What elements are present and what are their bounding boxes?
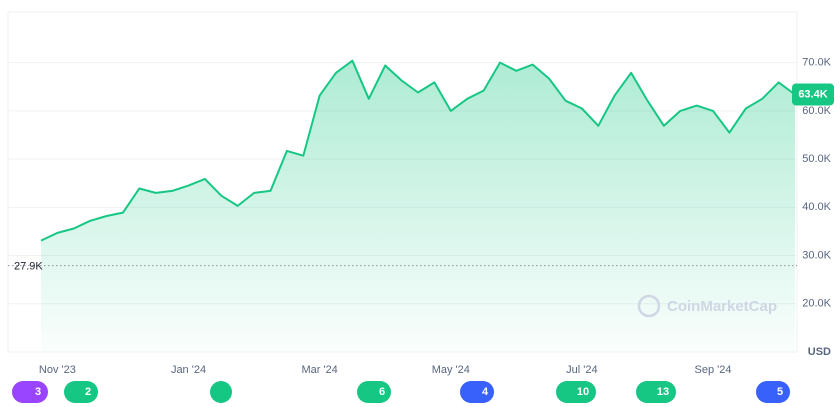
events: 3 2 6 4 10 13 5 — [12, 381, 790, 403]
x-tick-label: Nov '23 — [39, 364, 76, 376]
y-tick-label: 40.0K — [802, 201, 831, 213]
event-badge[interactable] — [64, 381, 98, 403]
price-area — [41, 60, 795, 352]
plot: 27.9K 63.4K — [8, 59, 834, 352]
y-tick-label: 30.0K — [802, 249, 831, 261]
y-tick-label: 70.0K — [802, 57, 831, 69]
watermark: CoinMarketCap — [637, 294, 777, 318]
event-badge[interactable] — [12, 381, 48, 403]
event-badge[interactable] — [460, 381, 494, 403]
event-count: 10 — [577, 386, 589, 398]
y-tick-label: 20.0K — [802, 298, 831, 310]
event-count: 13 — [657, 386, 669, 398]
watermark-text: CoinMarketCap — [667, 298, 777, 315]
watermark-logo — [637, 294, 661, 318]
currency-label: USD — [808, 346, 831, 358]
x-tick-label: Jan '24 — [171, 364, 206, 376]
event-badge[interactable] — [210, 381, 232, 403]
event-badge[interactable] — [636, 381, 676, 403]
event-badge[interactable] — [357, 381, 391, 403]
event-count: 6 — [379, 386, 385, 398]
event-count: 4 — [482, 386, 489, 398]
x-tick-label: Mar '24 — [301, 364, 337, 376]
current-price-pill — [792, 83, 834, 106]
y-tick-label: 50.0K — [802, 153, 831, 165]
baseline-label: 27.9K — [14, 261, 43, 273]
x-tick-label: May '24 — [432, 364, 470, 376]
event-badge[interactable] — [556, 381, 596, 403]
event-count: 3 — [35, 386, 41, 398]
event-badge[interactable] — [756, 381, 790, 403]
y-tick-label: 60.0K — [802, 105, 831, 117]
x-tick-label: Sep '24 — [695, 364, 732, 376]
event-count: 5 — [777, 386, 783, 398]
event-count: 2 — [85, 386, 91, 398]
current-price-label: 63.4K — [798, 88, 827, 100]
price-line — [40, 59, 796, 242]
x-tick-label: Jul '24 — [566, 364, 597, 376]
